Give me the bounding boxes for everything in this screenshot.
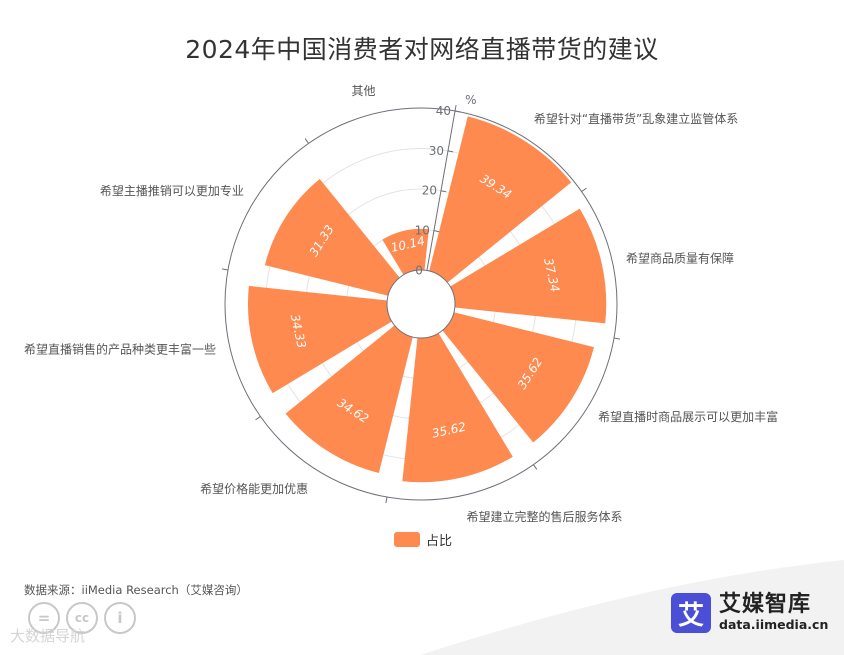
category-label: 希望主播推销可以更加专业 <box>100 183 244 198</box>
bar-sector[interactable] <box>429 116 572 283</box>
bar-sector[interactable] <box>285 325 413 474</box>
bar-sector[interactable] <box>264 178 400 296</box>
legend-label: 占比 <box>426 534 453 549</box>
legend-swatch <box>394 532 420 547</box>
angle-tick <box>454 104 457 112</box>
chart-title: 2024年中国消费者对网络直播带货的建议 <box>185 35 659 64</box>
angle-tick <box>255 416 261 421</box>
brand-url: data.iimedia.cn <box>719 617 829 632</box>
unit-label: % <box>465 93 476 107</box>
category-label: 希望直播销售的产品种类更丰富一些 <box>24 341 216 356</box>
bar-sector[interactable] <box>402 333 513 483</box>
radial-tick-label: 0 <box>415 264 423 278</box>
legend[interactable]: 占比 <box>394 530 452 549</box>
equals-icon: = <box>28 602 60 634</box>
category-label: 其他 <box>352 84 376 98</box>
watermark-text: 大数据导航 <box>10 627 86 645</box>
bar-sector[interactable] <box>450 208 607 324</box>
brand-name: 艾媒智库 <box>719 592 812 617</box>
person-icon: i <box>104 602 136 634</box>
license-icons: = cc i <box>28 602 136 634</box>
bar-sector[interactable] <box>382 228 429 275</box>
category-label: 希望商品质量有保障 <box>626 251 734 266</box>
angle-tick <box>613 337 621 340</box>
angle-tick <box>385 496 388 504</box>
bar-sector[interactable] <box>442 312 594 443</box>
radial-tick-label: 40 <box>436 104 451 118</box>
brand-block: 艾 艾媒智库 data.iimedia.cn <box>671 593 828 633</box>
angle-tick <box>304 138 309 144</box>
polar-outer-ring <box>224 107 618 501</box>
radial-tick <box>454 110 461 113</box>
polar-inner-ring <box>386 269 456 339</box>
angle-tick <box>221 268 229 271</box>
radial-tick-label: 20 <box>422 184 437 198</box>
category-label: 希望建立完整的售后服务体系 <box>466 509 622 524</box>
radial-tick <box>440 190 447 193</box>
radial-tick-label: 10 <box>415 224 430 238</box>
bar-sector[interactable] <box>247 285 392 394</box>
radial-tick <box>433 230 440 233</box>
category-label: 希望价格能更加优惠 <box>200 481 308 496</box>
radial-tick <box>447 150 454 153</box>
category-label: 希望直播时商品展示可以更加丰富 <box>598 409 778 424</box>
source-note: 数据来源：iiMedia Research（艾媒咨询） <box>24 583 248 597</box>
brand-logo: 艾 <box>671 593 711 633</box>
category-label: 希望针对“直播带货”乱象建立监管体系 <box>534 111 738 126</box>
angle-tick <box>533 464 538 470</box>
angle-tick <box>581 187 587 192</box>
cc-icon: cc <box>66 602 98 634</box>
radial-tick-label: 30 <box>429 144 444 158</box>
